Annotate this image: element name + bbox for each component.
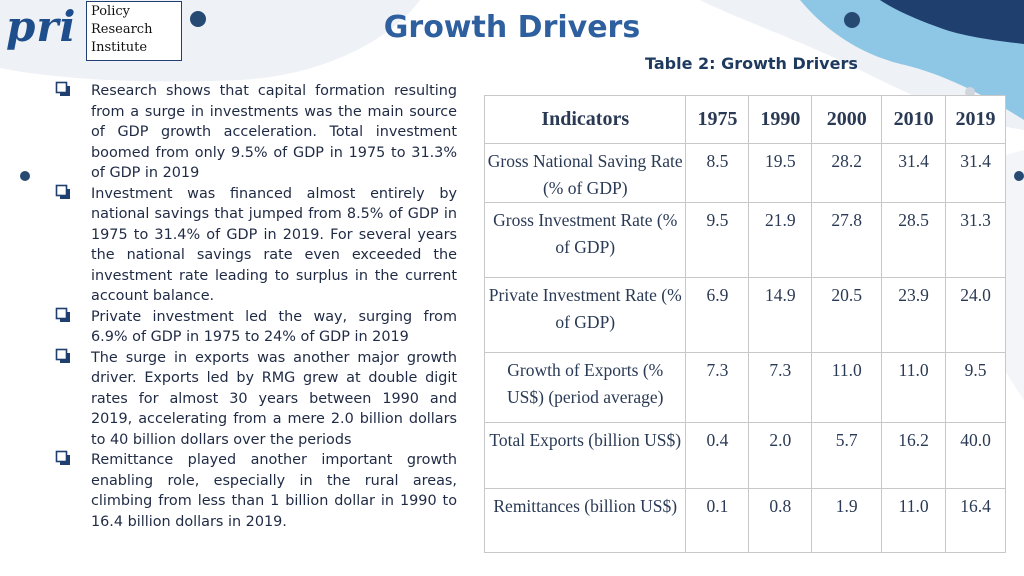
- value-cell: 40.0: [945, 422, 1006, 489]
- table-row: Remittances (billion US$) 0.1 0.8 1.9 11…: [483, 488, 1006, 553]
- logo-mark: pri: [6, 2, 77, 51]
- bullet-item: The surge in exports was another major g…: [55, 348, 457, 451]
- table-row: Gross Investment Rate (% of GDP) 9.5 21.…: [483, 202, 1006, 278]
- value-cell: 1.9: [811, 488, 883, 553]
- decor-dot-5: [965, 87, 975, 97]
- decor-dot-2: [844, 12, 860, 28]
- bullet-item: Remittance played another important grow…: [55, 450, 457, 532]
- value-cell: 16.4: [945, 488, 1006, 553]
- value-cell: 9.5: [685, 202, 750, 278]
- bullet-text: Remittance played another important grow…: [91, 452, 457, 530]
- header-indicators: Indicators: [483, 95, 687, 144]
- value-cell: 9.5: [945, 352, 1006, 423]
- value-cell: 23.9: [881, 277, 947, 353]
- indicator-cell: Gross National Saving Rate (% of GDP): [483, 143, 687, 203]
- table-row: Growth of Exports (% US$) (period averag…: [483, 352, 1006, 423]
- value-cell: 0.8: [748, 488, 813, 553]
- value-cell: 2.0: [748, 422, 813, 489]
- table-row: Total Exports (billion US$) 0.4 2.0 5.7 …: [483, 422, 1006, 489]
- value-cell: 28.5: [881, 202, 947, 278]
- bullet-list: Research shows that capital formation re…: [55, 81, 457, 532]
- value-cell: 20.5: [811, 277, 883, 353]
- indicator-cell: Remittances (billion US$): [483, 488, 687, 553]
- value-cell: 31.3: [945, 202, 1006, 278]
- bullet-text: Investment was financed almost entirely …: [91, 185, 457, 305]
- checkbox-bullet-icon: [55, 348, 70, 363]
- bullet-text: Private investment led the way, surging …: [91, 308, 457, 346]
- decor-dot-4: [1014, 171, 1024, 181]
- value-cell: 28.2: [811, 143, 883, 203]
- bullet-text: The surge in exports was another major g…: [91, 349, 457, 448]
- value-cell: 0.1: [685, 488, 750, 553]
- slide-title: Growth Drivers: [383, 10, 641, 45]
- table-header-row: Indicators 1975 1990 2000 2010 2019: [483, 95, 1006, 144]
- logo-name-line: Policy: [91, 4, 130, 19]
- value-cell: 14.9: [748, 277, 813, 353]
- table-row: Private Investment Rate (% of GDP) 6.9 1…: [483, 277, 1006, 353]
- indicator-cell: Growth of Exports (% US$) (period averag…: [483, 352, 687, 423]
- value-cell: 11.0: [881, 352, 947, 423]
- indicator-cell: Total Exports (billion US$): [483, 422, 687, 489]
- value-cell: 27.8: [811, 202, 883, 278]
- value-cell: 5.7: [811, 422, 883, 489]
- table-row: Gross National Saving Rate (% of GDP) 8.…: [483, 143, 1006, 203]
- bullet-text: Research shows that capital formation re…: [91, 83, 457, 181]
- logo-name-line: Research: [91, 22, 153, 37]
- header-year: 2010: [881, 95, 947, 144]
- value-cell: 21.9: [748, 202, 813, 278]
- value-cell: 7.3: [748, 352, 813, 423]
- checkbox-bullet-icon: [55, 184, 70, 199]
- checkbox-bullet-icon: [55, 450, 70, 465]
- bullet-item: Research shows that capital formation re…: [55, 81, 457, 184]
- value-cell: 6.9: [685, 277, 750, 353]
- header-year: 1975: [685, 95, 750, 144]
- value-cell: 8.5: [685, 143, 750, 203]
- value-cell: 11.0: [811, 352, 883, 423]
- logo: pri Policy Research Institute: [0, 0, 186, 66]
- value-cell: 24.0: [945, 277, 1006, 353]
- value-cell: 11.0: [881, 488, 947, 553]
- checkbox-bullet-icon: [55, 307, 70, 322]
- value-cell: 16.2: [881, 422, 947, 489]
- top-right-dark-blob: [880, 0, 1024, 44]
- header-year: 1990: [748, 95, 813, 144]
- header-year: 2000: [811, 95, 883, 144]
- table-caption: Table 2: Growth Drivers: [645, 54, 858, 73]
- decor-dot-1: [190, 11, 206, 27]
- value-cell: 31.4: [881, 143, 947, 203]
- value-cell: 31.4: [945, 143, 1006, 203]
- indicator-cell: Private Investment Rate (% of GDP): [483, 277, 687, 353]
- logo-name-line: Institute: [91, 40, 148, 55]
- growth-drivers-table: Indicators 1975 1990 2000 2010 2019 Gros…: [483, 95, 1006, 553]
- bullet-item: Private investment led the way, surging …: [55, 307, 457, 348]
- logo-name-box: Policy Research Institute: [86, 1, 182, 61]
- decor-dot-3: [20, 171, 30, 181]
- value-cell: 0.4: [685, 422, 750, 489]
- bullet-item: Investment was financed almost entirely …: [55, 184, 457, 307]
- header-year: 2019: [945, 95, 1006, 144]
- checkbox-bullet-icon: [55, 81, 70, 96]
- indicator-cell: Gross Investment Rate (% of GDP): [483, 202, 687, 278]
- value-cell: 19.5: [748, 143, 813, 203]
- value-cell: 7.3: [685, 352, 750, 423]
